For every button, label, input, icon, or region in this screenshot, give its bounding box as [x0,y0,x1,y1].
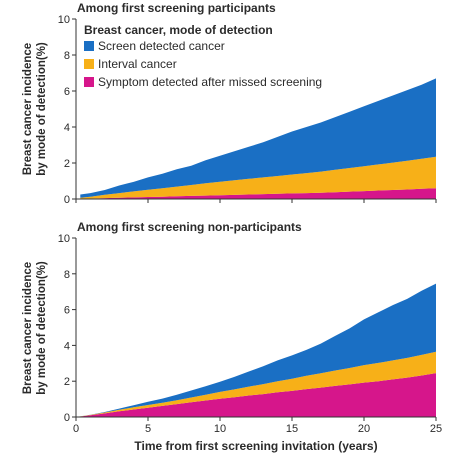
x-tick-label: 10 [214,423,226,435]
y-tick-label: 4 [64,122,70,134]
area-screen-detected-cancer [80,78,437,198]
x-tick-label: 15 [286,423,298,435]
y-axis-label: Breast cancer incidence [22,43,34,175]
plot-area: 0 2 4 6 8 10 [58,14,437,206]
x-tick-label: 0 [73,423,79,435]
y-tick-label: 10 [58,233,70,245]
y-axis-label-line-2: by mode of detection(%) [36,261,48,395]
x-axis-label: Time from first screening invitation (ye… [134,439,377,453]
area-interval-cancer [80,156,437,199]
x-tick-label: 25 [430,423,442,435]
panel-title: Among first screening participants [77,1,276,15]
y-tick-label: 2 [64,376,70,388]
y-tick-label: 2 [64,158,70,170]
y-axis-label-line-2: by mode of detection(%) [36,42,48,176]
area-symptom-detected-after-missed-screening [76,373,436,417]
panel-participants: Among first screening participants 0 2 4 6 8… [22,1,437,206]
legend-swatch-interval [84,59,94,69]
plot-area: 0 2 4 6 8 10 0 5 10 15 20 25 [58,233,442,435]
y-tick-label: 8 [64,50,70,62]
panel-non-participants: Among first screening non-participants 0… [22,220,442,435]
legend-swatch-screen-detected [84,41,94,51]
y-tick-label: 6 [64,86,70,98]
legend-label-screen-detected: Screen detected cancer [98,39,225,53]
legend: Breast cancer, mode of detection Screen … [84,23,322,89]
legend-label-symptom-detected: Symptom detected after missed screening [98,75,322,89]
legend-title: Breast cancer, mode of detection [84,23,273,37]
y-axis-label: Breast cancer incidence [22,262,34,394]
y-tick-label: 0 [64,194,70,206]
x-tick-label: 20 [358,423,370,435]
y-tick-label: 10 [58,14,70,26]
y-tick-label: 4 [64,340,70,352]
legend-label-interval: Interval cancer [98,57,177,71]
x-tick-label: 5 [145,423,151,435]
y-tick-label: 0 [64,412,70,424]
legend-swatch-symptom-detected [84,77,94,87]
y-tick-label: 8 [64,269,70,281]
area-symptom-detected-after-missed-screening [80,188,437,199]
area-screen-detected-cancer [76,283,436,417]
y-tick-label: 6 [64,305,70,317]
panel-title: Among first screening non-participants [77,220,302,234]
